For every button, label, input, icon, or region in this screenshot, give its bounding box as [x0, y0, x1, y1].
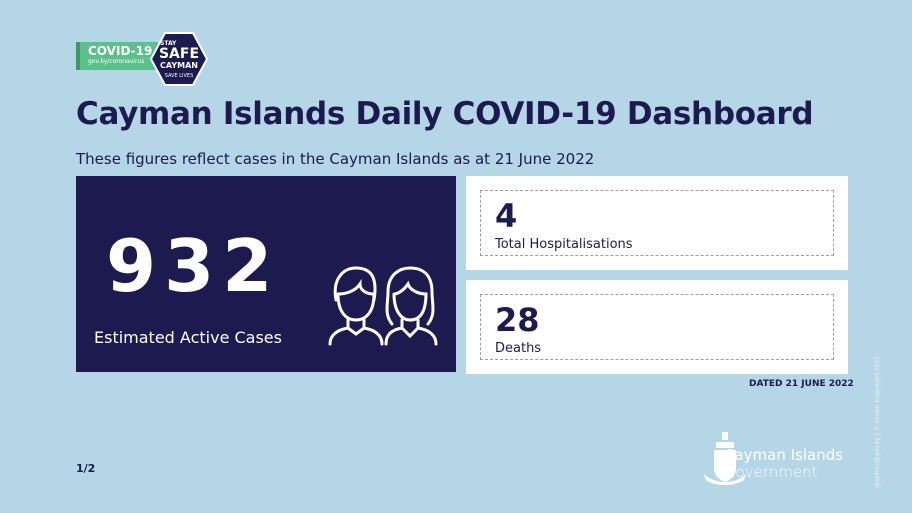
deaths-value: 28 [495, 301, 540, 339]
government-name: Cayman Islands [724, 446, 844, 464]
deaths-label: Deaths [495, 341, 542, 356]
people-icon [328, 266, 438, 346]
covid-badge: COVID-19 gov.ky/coronavirus [76, 42, 158, 70]
svg-text:SAFE: SAFE [159, 46, 199, 62]
hospitalisations-value: 4 [495, 197, 518, 235]
government-logo: Cayman Islands Government [724, 447, 843, 481]
deaths-card: 28 Deaths [466, 280, 848, 374]
copyright: graphics@gov.ky | © Crown Copyright 2021 [874, 356, 881, 488]
badge-url: gov.ky/coronavirus [88, 58, 145, 65]
coat-of-arms-icon [704, 432, 746, 485]
page-subtitle: These figures reflect cases in the Cayma… [76, 150, 595, 168]
svg-text:STAY: STAY [160, 40, 177, 47]
active-cases-label: Estimated Active Cases [94, 328, 282, 347]
svg-text:CAYMAN: CAYMAN [160, 61, 198, 70]
hospitalisations-label: Total Hospitalisations [495, 237, 633, 252]
active-cases-card: 932 Estimated Active Cases [76, 176, 456, 372]
page-title: Cayman Islands Daily COVID-19 Dashboard [76, 96, 814, 132]
government-sub: Government [724, 463, 818, 481]
hospitalisations-card: 4 Total Hospitalisations [466, 176, 848, 270]
svg-text:SAVE LIVES: SAVE LIVES [165, 73, 194, 79]
dated-label: DATED 21 JUNE 2022 [749, 379, 854, 389]
active-cases-value: 932 [106, 224, 281, 308]
page-indicator: 1/2 [76, 462, 96, 475]
badge-title: COVID-19 [88, 44, 153, 58]
stay-safe-cayman-logo: STAY SAFE CAYMAN SAVE LIVES [150, 32, 208, 86]
